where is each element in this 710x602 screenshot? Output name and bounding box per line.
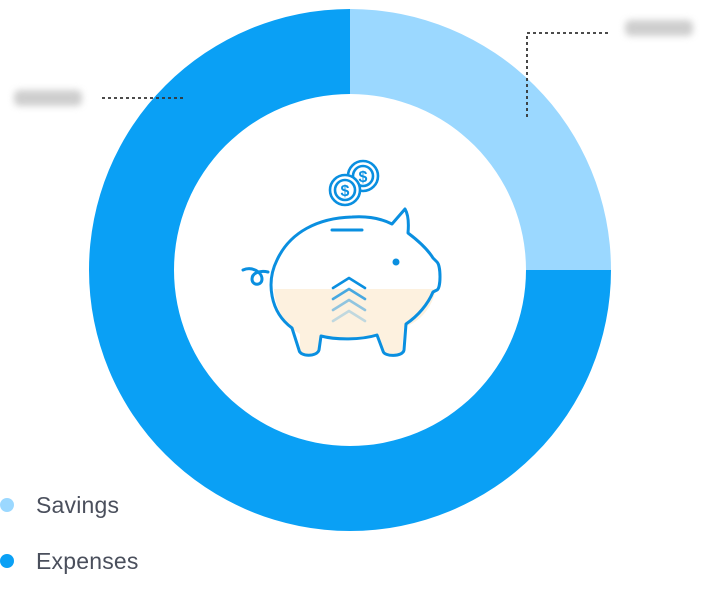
- donut-chart: $ $: [89, 9, 611, 531]
- data-label-savings: [625, 20, 693, 36]
- chevron-up-icon: [331, 276, 367, 323]
- legend-label-expenses: Expenses: [36, 547, 139, 574]
- donut-slices: [89, 9, 611, 531]
- dollar-coin-icon: $: [328, 173, 362, 207]
- svg-text:$: $: [341, 183, 350, 200]
- legend-item-expenses: Expenses: [0, 546, 139, 576]
- legend: Savings Expenses: [0, 490, 139, 602]
- legend-dot-expenses: [0, 554, 14, 568]
- piggy-bank-icon: [241, 207, 442, 357]
- legend-dot-savings: [0, 498, 14, 512]
- data-label-expenses: [14, 90, 82, 106]
- svg-text:$: $: [359, 169, 368, 186]
- donut-slice-expenses: [89, 9, 611, 531]
- donut-slice-savings: [350, 9, 611, 270]
- piggy-bank-fill: [274, 289, 436, 355]
- legend-label-savings: Savings: [36, 491, 120, 518]
- leader-line-savings: [526, 32, 610, 117]
- legend-item-savings: Savings: [0, 490, 139, 520]
